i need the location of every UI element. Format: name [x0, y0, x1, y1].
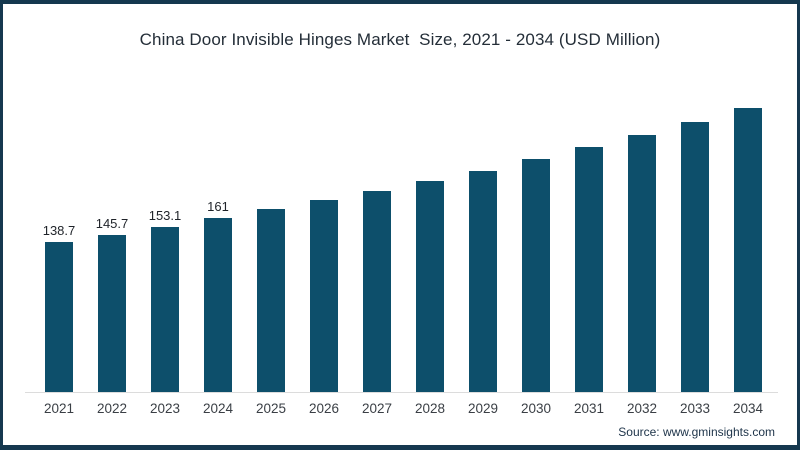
x-tick-label-2034: 2034 [732, 401, 764, 416]
chart-title: China Door Invisible Hinges Market Size,… [139, 30, 661, 49]
x-tick-label-2024: 2024 [202, 401, 234, 416]
bar-2032 [628, 135, 656, 392]
bar-2033 [681, 122, 709, 392]
x-tick-label-2025: 2025 [255, 401, 287, 416]
bar-column-2021: 138.7 2021 [43, 223, 76, 416]
bar-2021: 138.7 [43, 223, 75, 392]
bar-column-2032: 2032 [627, 135, 657, 416]
data-label-2021: 138.7 [42, 223, 76, 238]
x-tick-label-2027: 2027 [361, 401, 393, 416]
bar-column-2025: 2025 [256, 209, 286, 416]
bar-column-2034: 2034 [733, 108, 763, 416]
bar-column-2028: 2028 [415, 181, 445, 416]
bar-2026 [310, 200, 338, 392]
x-axis-line [25, 392, 778, 393]
x-tick-label-2033: 2033 [679, 401, 711, 416]
bar-column-2023: 153.1 2023 [149, 208, 182, 416]
bar-column-2030: 2030 [521, 159, 551, 416]
bar-2025 [257, 209, 285, 392]
x-tick-label-2030: 2030 [520, 401, 552, 416]
x-tick-label-2028: 2028 [414, 401, 446, 416]
x-tick-label-2021: 2021 [43, 401, 75, 416]
bar-column-2029: 2029 [468, 171, 498, 416]
source-attribution: Source: www.gminsights.com [618, 425, 775, 439]
bar-group: 138.7 2021 145.7 2022 153.1 2023 161 2024 2025 20… [43, 4, 763, 416]
bar-2034 [734, 108, 762, 392]
x-tick-label-2029: 2029 [467, 401, 499, 416]
bar-2022: 145.7 [96, 216, 128, 392]
data-label-2024: 161 [207, 199, 229, 214]
bar-column-2024: 161 2024 [203, 199, 233, 416]
bar-column-2027: 2027 [362, 191, 392, 416]
bar-column-2026: 2026 [309, 200, 339, 416]
bar-column-2022: 145.7 2022 [96, 216, 129, 416]
bar-2023: 153.1 [149, 208, 181, 392]
bar-2027 [363, 191, 391, 392]
bar-2028 [416, 181, 444, 392]
bar-column-2031: 2031 [574, 147, 604, 416]
bar-2024: 161 [204, 199, 232, 392]
bar-column-2033: 2033 [680, 122, 710, 416]
x-tick-label-2022: 2022 [96, 401, 128, 416]
data-label-2023: 153.1 [148, 208, 182, 223]
bar-2031 [575, 147, 603, 392]
x-tick-label-2031: 2031 [573, 401, 605, 416]
x-tick-label-2032: 2032 [626, 401, 658, 416]
bar-2029 [469, 171, 497, 392]
bar-2030 [522, 159, 550, 392]
x-tick-label-2023: 2023 [149, 401, 181, 416]
x-tick-label-2026: 2026 [308, 401, 340, 416]
data-label-2022: 145.7 [95, 216, 129, 231]
